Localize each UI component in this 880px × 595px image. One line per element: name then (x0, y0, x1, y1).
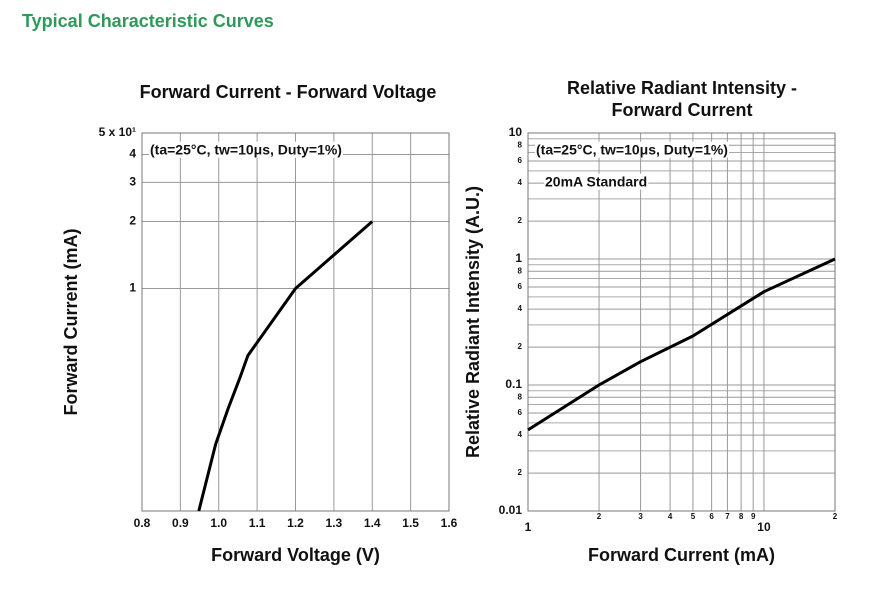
plot-area (527, 132, 836, 512)
plot-border (141, 132, 450, 512)
data-line (197, 220, 374, 512)
x-tick-label: 3 (638, 512, 643, 521)
x-tick-label: 0.8 (134, 516, 151, 530)
annotation-bg (535, 141, 729, 158)
x-tick-label: 1.3 (326, 516, 343, 530)
y-tick-label: 8 (518, 266, 523, 275)
y-tick-label: 2 (518, 216, 523, 225)
x-tick-label: 2 (597, 512, 602, 521)
y-axis-label: Relative Radiant Intensity (A.U.) (463, 186, 483, 458)
y-tick-label: 6 (518, 408, 523, 417)
x-tick-label: 2 (833, 512, 838, 521)
y-tick-label: 4 (518, 430, 523, 439)
y-tick-label: 4 (518, 304, 523, 313)
annotation: 20mA Standard (545, 174, 647, 190)
x-tick-label: 9 (751, 512, 756, 521)
y-tick-label: 5 x 10¹ (99, 125, 136, 139)
chart-title: Forward Current - Forward Voltage (139, 82, 437, 102)
y-tick-label: 3 (129, 175, 136, 189)
x-tick-label: 6 (709, 512, 714, 521)
x-tick-label: 1.1 (249, 516, 266, 530)
y-tick-label: 1 (129, 281, 136, 295)
y-tick-label: 1 (515, 251, 522, 265)
y-tick-label: 6 (518, 282, 523, 291)
x-tick-label: 1 (525, 520, 532, 534)
y-tick-label: 8 (518, 140, 523, 149)
x-tick-label: 1.4 (364, 516, 381, 530)
annotation: (ta=25°C, tw=10μs, Duty=1%) (150, 142, 342, 158)
plot-border (527, 132, 836, 512)
x-tick-label: 1.5 (402, 516, 419, 530)
y-tick-label: 4 (518, 178, 523, 187)
annotation-bg (149, 141, 343, 158)
x-tick-label: 1.0 (210, 516, 227, 530)
header-title: Typical Characteristic Curves (22, 11, 274, 31)
annotation: (ta=25°C, tw=10μs, Duty=1%) (536, 142, 728, 158)
y-tick-label: 2 (518, 468, 523, 477)
y-tick-label: 2 (129, 214, 136, 228)
annotation-bg (544, 173, 649, 190)
x-tick-label: 7 (725, 512, 730, 521)
data-line (527, 257, 836, 432)
y-tick-label: 4 (129, 147, 136, 161)
x-tick-label: 4 (668, 512, 673, 521)
x-tick-label: 5 (691, 512, 696, 521)
chart-title: Relative Radiant Intensity - Forward Cur… (566, 78, 798, 120)
y-tick-label: 0.1 (505, 377, 522, 391)
x-tick-label: 0.9 (172, 516, 189, 530)
x-tick-label: 8 (739, 512, 744, 521)
x-axis-label: Forward Current (mA) (588, 545, 775, 565)
x-axis-label: Forward Voltage (V) (211, 545, 380, 565)
y-tick-label: 8 (518, 392, 523, 401)
x-tick-label: 1.6 (441, 516, 458, 530)
x-tick-label: 10 (757, 520, 771, 534)
y-tick-label: 10 (509, 125, 523, 139)
y-axis-label: Forward Current (mA) (61, 228, 81, 415)
x-tick-label: 1.2 (287, 516, 304, 530)
y-tick-label: 0.01 (499, 503, 523, 517)
y-tick-label: 6 (518, 156, 523, 165)
y-tick-label: 2 (518, 342, 523, 351)
